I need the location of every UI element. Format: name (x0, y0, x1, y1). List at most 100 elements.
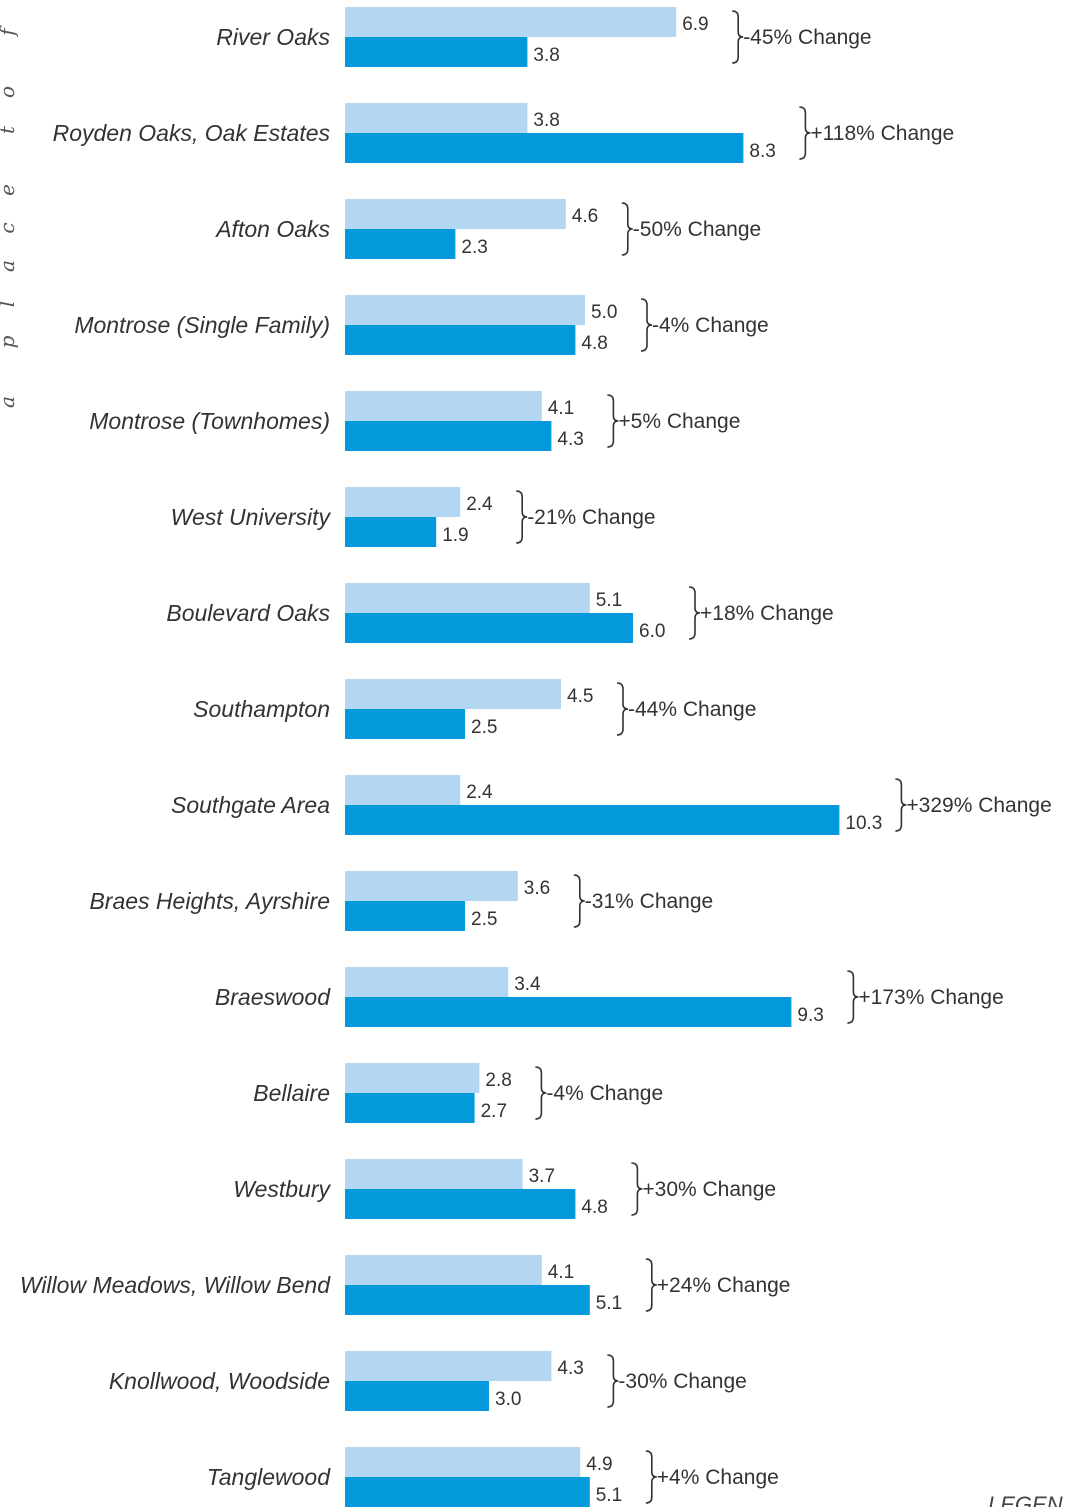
category-label: Southgate Area (171, 792, 330, 818)
category-label: Braeswood (215, 984, 331, 1010)
change-label: -50% Change (633, 218, 761, 241)
value-label-series-1: 4.1 (548, 398, 574, 419)
bar-series-2 (345, 133, 744, 163)
category-label: Montrose (Townhomes) (89, 408, 330, 434)
bar-series-2 (345, 1093, 475, 1123)
tagline-char: t (0, 125, 19, 134)
tagline-char: o (0, 86, 19, 98)
value-label-series-2: 1.9 (442, 525, 468, 546)
labels: River Oaks 6.9 3.8 -45% Change Royden Oaks, … (20, 10, 1052, 1506)
bar-series-1 (345, 1159, 523, 1189)
value-label-series-2: 4.8 (581, 333, 607, 354)
change-label: +5% Change (618, 410, 740, 433)
category-label: Montrose (Single Family) (74, 312, 330, 338)
bar-series-1 (345, 775, 461, 805)
value-label-series-2: 2.3 (461, 237, 487, 258)
bar-series-2 (345, 613, 633, 643)
bar-series-1 (345, 1447, 581, 1477)
value-label-series-2: 2.5 (471, 909, 497, 930)
value-label-series-1: 4.5 (567, 686, 593, 707)
bar-series-1 (345, 1255, 542, 1285)
change-label: -45% Change (743, 26, 871, 49)
change-brace (621, 202, 633, 256)
bar-series-2 (345, 517, 437, 547)
change-label: -4% Change (546, 1082, 663, 1105)
tagline-char: f (0, 25, 19, 38)
category-label: Braes Heights, Ayrshire (89, 888, 330, 914)
category-label: Royden Oaks, Oak Estates (53, 120, 331, 146)
value-label-series-2: 6.0 (639, 621, 665, 642)
change-brace (732, 10, 744, 64)
bar-series-1 (345, 487, 461, 517)
change-brace (799, 106, 811, 160)
bar-series-2 (345, 421, 552, 451)
value-label-series-1: 2.4 (466, 494, 493, 515)
bar-series-2 (345, 325, 576, 355)
category-label: Bellaire (253, 1080, 330, 1106)
category-label: Afton Oaks (214, 216, 330, 242)
change-label: -30% Change (618, 1370, 746, 1393)
bars (345, 7, 840, 1507)
bar-series-2 (345, 997, 792, 1027)
change-brace (640, 298, 653, 352)
bar-series-2 (345, 805, 840, 835)
value-label-series-1: 5.1 (596, 590, 622, 611)
category-label: Knollwood, Woodside (109, 1368, 330, 1394)
category-label: Willow Meadows, Willow Bend (20, 1272, 331, 1298)
tagline-char: c (0, 222, 19, 233)
category-label: Southampton (193, 696, 330, 722)
bar-series-1 (345, 7, 677, 37)
bar-series-2 (345, 1189, 576, 1219)
change-brace (688, 586, 701, 640)
bar-series-1 (345, 1063, 480, 1093)
value-label-series-2: 10.3 (845, 813, 882, 834)
value-label-series-2: 4.8 (581, 1197, 607, 1218)
change-label: -44% Change (628, 698, 756, 721)
value-label-series-2: 2.5 (471, 717, 497, 738)
change-label: -31% Change (585, 890, 713, 913)
category-label: West University (171, 504, 332, 530)
value-label-series-1: 3.7 (529, 1166, 555, 1187)
change-label: -21% Change (527, 506, 655, 529)
change-label: -4% Change (652, 314, 769, 337)
category-label: Boulevard Oaks (166, 600, 330, 626)
value-label-series-2: 8.3 (749, 141, 775, 162)
tagline-char: a (0, 260, 19, 272)
value-label-series-1: 4.9 (586, 1454, 612, 1475)
value-label-series-1: 6.9 (682, 14, 708, 35)
value-label-series-1: 4.6 (572, 206, 598, 227)
change-label: +118% Change (810, 122, 954, 145)
category-label: River Oaks (216, 24, 330, 50)
change-brace (573, 874, 585, 928)
category-label: Tanglewood (207, 1464, 331, 1490)
change-brace (535, 1066, 547, 1120)
bar-series-2 (345, 229, 456, 259)
value-label-series-1: 4.1 (548, 1262, 574, 1283)
change-label: +18% Change (700, 602, 834, 625)
value-label-series-2: 3.0 (495, 1389, 521, 1410)
value-label-series-2: 2.7 (481, 1101, 507, 1122)
value-label-series-2: 3.8 (533, 45, 559, 66)
value-label-series-1: 5.0 (591, 302, 617, 323)
bar-series-1 (345, 295, 585, 325)
bar-series-2 (345, 901, 465, 931)
value-label-series-2: 5.1 (596, 1485, 622, 1506)
bar-series-1 (345, 679, 561, 709)
value-label-series-1: 2.8 (485, 1070, 511, 1091)
value-label-series-2: 4.3 (557, 429, 583, 450)
bar-series-2 (345, 37, 528, 67)
value-label-series-1: 4.3 (557, 1358, 583, 1379)
sidebar-tagline: aplacetofind (0, 25, 19, 408)
bar-series-2 (345, 1381, 489, 1411)
change-brace (616, 682, 629, 736)
bar-series-1 (345, 871, 518, 901)
tagline-char: p (0, 335, 19, 348)
change-label: +24% Change (657, 1274, 791, 1297)
bar-series-1 (345, 1351, 552, 1381)
change-brace (847, 970, 859, 1024)
bar-series-1 (345, 199, 566, 229)
change-brace (607, 394, 619, 448)
bar-series-2 (345, 1285, 590, 1315)
change-label: +329% Change (906, 794, 1051, 817)
value-label-series-2: 5.1 (596, 1293, 622, 1314)
